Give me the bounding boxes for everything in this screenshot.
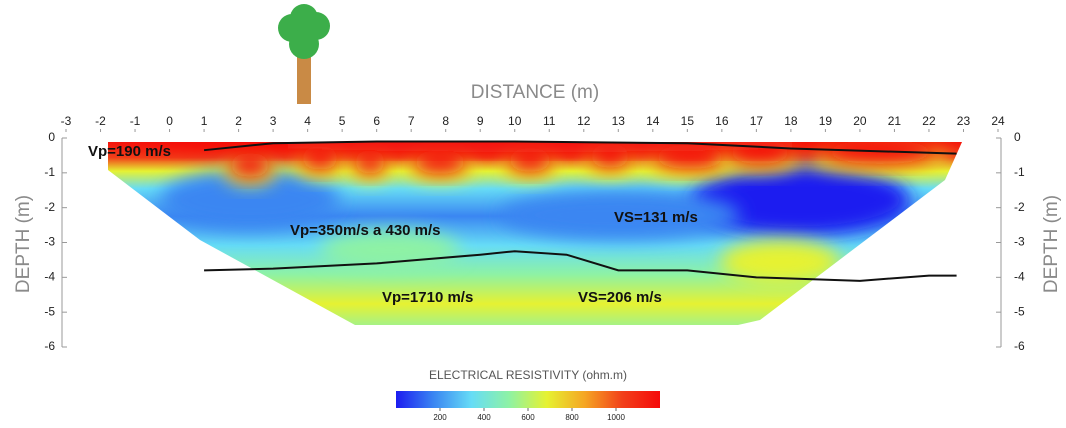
x-tick-label: 12 xyxy=(577,114,591,128)
chart: DISTANCE (m) DEPTH (m) DEPTH (m) ELECTRI… xyxy=(0,0,1066,428)
x-tick-label: 10 xyxy=(508,114,522,128)
annotation: Vp=1710 m/s xyxy=(382,289,473,306)
y-tick-label: -3 xyxy=(44,235,55,249)
x-axis-title: DISTANCE (m) xyxy=(471,82,599,103)
y2-tick-label: -6 xyxy=(1014,339,1025,353)
annotation: VS=206 m/s xyxy=(578,289,662,306)
colorbar-tick-label: 200 xyxy=(433,413,447,422)
section-blob xyxy=(413,150,467,174)
x-tick-label: 11 xyxy=(543,114,556,128)
colorbar-tick-label: 1000 xyxy=(607,413,625,422)
y2-tick-label: -2 xyxy=(1014,200,1025,214)
x-tick-label: 16 xyxy=(715,114,729,128)
y-tick-label: -1 xyxy=(44,165,55,179)
colorbar-tick-label: 800 xyxy=(565,413,579,422)
y2-tick-label: 0 xyxy=(1014,130,1021,144)
x-tick-label: 14 xyxy=(646,114,660,128)
x-tick-label: 19 xyxy=(819,114,833,128)
x-tick-label: 15 xyxy=(681,114,695,128)
colorbar-title: ELECTRICAL RESISTIVITY (ohm.m) xyxy=(429,368,627,382)
colorbar-tick-label: 600 xyxy=(521,413,535,422)
y2-tick-label: -3 xyxy=(1014,235,1025,249)
x-tick-label: 4 xyxy=(304,114,311,128)
x-tick-label: 7 xyxy=(408,114,415,128)
x-tick-label: 9 xyxy=(477,114,484,128)
y-tick-label: -6 xyxy=(44,339,55,353)
y-tick-label: -4 xyxy=(44,270,55,284)
x-tick-label: -1 xyxy=(130,114,141,128)
y-axis-title: DEPTH (m) xyxy=(13,195,34,293)
x-tick-label: 20 xyxy=(853,114,867,128)
x-tick-label: 0 xyxy=(166,114,173,128)
x-tick-label: 1 xyxy=(201,114,208,128)
tree xyxy=(278,4,330,104)
x-tick-label: 3 xyxy=(270,114,277,128)
x-tick-label: 18 xyxy=(784,114,798,128)
section-blob xyxy=(229,153,271,177)
x-tick-label: 2 xyxy=(235,114,242,128)
y-tick-label: 0 xyxy=(48,130,55,144)
y2-tick-label: -5 xyxy=(1014,304,1025,318)
x-tick-label: 5 xyxy=(339,114,346,128)
colorbar xyxy=(396,391,660,408)
resistivity-section xyxy=(100,137,970,333)
x-tick-label: 8 xyxy=(442,114,449,128)
x-tick-label: -3 xyxy=(61,114,72,128)
y2-tick-label: -4 xyxy=(1014,270,1025,284)
colorbar-tick-label: 400 xyxy=(477,413,491,422)
annotation: Vp=190 m/s xyxy=(88,143,171,160)
x-tick-label: 6 xyxy=(373,114,380,128)
x-tick-label: 21 xyxy=(888,114,902,128)
x-tick-label: -2 xyxy=(95,114,106,128)
annotation: VS=131 m/s xyxy=(614,209,698,226)
y-tick-label: -5 xyxy=(44,304,55,318)
x-tick-label: 24 xyxy=(991,114,1005,128)
x-tick-label: 13 xyxy=(612,114,626,128)
x-tick-label: 17 xyxy=(750,114,764,128)
x-tick-label: 22 xyxy=(922,114,936,128)
section-blob xyxy=(354,150,386,174)
y-tick-label: -2 xyxy=(44,200,55,214)
y2-axis-title: DEPTH (m) xyxy=(1041,195,1062,293)
y2-tick-label: -1 xyxy=(1014,165,1025,179)
x-tick-label: 23 xyxy=(957,114,971,128)
annotation: Vp=350m/s a 430 m/s xyxy=(290,222,441,239)
